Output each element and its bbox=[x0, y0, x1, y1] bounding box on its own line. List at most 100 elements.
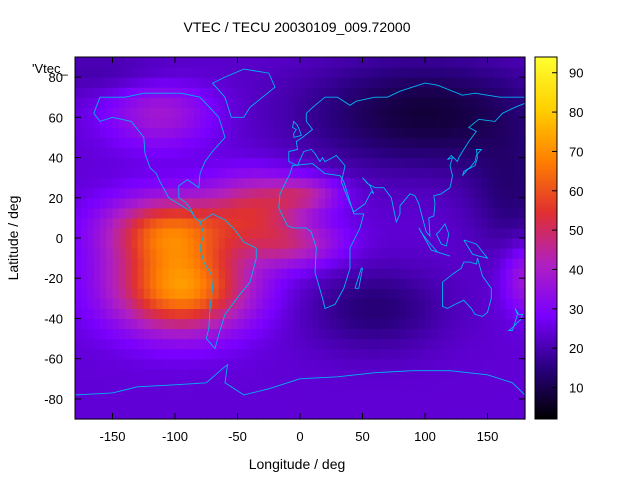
heatmap-cell bbox=[506, 197, 514, 209]
japan-coastline bbox=[462, 149, 483, 176]
heatmap-cell bbox=[193, 238, 201, 249]
heatmap-cell bbox=[306, 368, 314, 380]
heatmap-cell bbox=[125, 258, 132, 269]
heatmap-cell bbox=[93, 107, 101, 118]
heatmap-cell bbox=[400, 308, 407, 320]
heatmap-cell bbox=[331, 328, 339, 340]
heatmap-cell bbox=[250, 67, 257, 78]
heatmap-cell bbox=[100, 197, 107, 209]
heatmap-cell bbox=[325, 378, 332, 390]
heatmap-cell bbox=[468, 157, 476, 169]
heatmap-cell bbox=[150, 157, 157, 169]
heatmap-cell bbox=[493, 197, 501, 209]
heatmap-cell bbox=[306, 348, 314, 360]
heatmap-cell bbox=[493, 388, 501, 400]
heatmap-cell bbox=[250, 197, 257, 209]
heatmap-cell bbox=[412, 238, 420, 249]
heatmap-cell bbox=[506, 288, 514, 299]
heatmap-cell bbox=[137, 197, 145, 209]
heatmap-cell bbox=[93, 57, 101, 68]
heatmap-cell bbox=[387, 227, 395, 239]
heatmap-cell bbox=[181, 248, 189, 259]
heatmap-cell bbox=[512, 298, 520, 309]
heatmap-cell bbox=[287, 288, 295, 299]
heatmap-cell bbox=[512, 137, 520, 149]
heatmap-cell bbox=[437, 408, 445, 420]
heatmap-cell bbox=[162, 348, 170, 360]
heatmap-cell bbox=[106, 117, 114, 128]
heatmap-cell bbox=[337, 258, 345, 269]
heatmap-cell bbox=[518, 268, 526, 279]
heatmap-cell bbox=[387, 167, 395, 179]
coastline-overlay bbox=[74, 68, 526, 396]
heatmap-cell bbox=[393, 258, 401, 269]
heatmap-cell bbox=[325, 87, 332, 98]
heatmap-cell bbox=[443, 217, 451, 229]
heatmap-cell bbox=[393, 398, 401, 410]
heatmap-cell bbox=[293, 258, 301, 269]
heatmap-cell bbox=[381, 268, 389, 279]
heatmap-cell bbox=[212, 288, 220, 299]
heatmap-cell bbox=[306, 248, 314, 259]
heatmap-cell bbox=[275, 258, 282, 269]
heatmap-cell bbox=[325, 248, 332, 259]
heatmap-cell bbox=[306, 107, 314, 118]
heatmap-cell bbox=[431, 298, 439, 309]
heatmap-cell bbox=[443, 157, 451, 169]
heatmap-cell bbox=[493, 187, 501, 199]
heatmap-cell bbox=[400, 117, 407, 128]
heatmap-cell bbox=[331, 368, 339, 380]
heatmap-cell bbox=[75, 77, 82, 88]
colorbar-tick-label: 50 bbox=[569, 223, 583, 238]
heatmap-cell bbox=[300, 227, 307, 239]
heatmap-cell bbox=[518, 107, 526, 118]
heatmap-cell bbox=[350, 348, 357, 360]
heatmap-cell bbox=[487, 368, 495, 380]
heatmap-cell bbox=[150, 87, 157, 98]
heatmap-cell bbox=[175, 207, 182, 219]
heatmap-cell bbox=[425, 268, 432, 279]
heatmap-cell bbox=[381, 167, 389, 179]
heatmap-cell bbox=[300, 97, 307, 108]
heatmap-cell bbox=[137, 298, 145, 309]
heatmap-cell bbox=[262, 87, 270, 98]
heatmap-cell bbox=[187, 77, 195, 88]
heatmap-cell bbox=[262, 348, 270, 360]
heatmap-cell bbox=[112, 278, 120, 289]
heatmap-cell bbox=[418, 368, 426, 380]
heatmap-cell bbox=[175, 288, 182, 299]
heatmap-cell bbox=[375, 268, 382, 279]
heatmap-cell bbox=[162, 167, 170, 179]
heatmap-cell bbox=[487, 67, 495, 78]
heatmap-cell bbox=[231, 127, 239, 139]
heatmap-cell bbox=[306, 328, 314, 340]
heatmap-cell bbox=[306, 338, 314, 350]
heatmap-cell bbox=[368, 87, 376, 98]
heatmap-cell bbox=[475, 298, 482, 309]
heatmap-cell bbox=[425, 338, 432, 350]
x-axis-ticks: -150 -100 -50 0 50 100 150 bbox=[99, 57, 498, 444]
heatmap-cell bbox=[300, 338, 307, 350]
heatmap-cell bbox=[281, 408, 289, 420]
heatmap-cell bbox=[406, 258, 414, 269]
heatmap-cell bbox=[100, 238, 107, 249]
heatmap-cell bbox=[93, 167, 101, 179]
heatmap-cell bbox=[287, 137, 295, 149]
heatmap-cell bbox=[368, 207, 376, 219]
heatmap-cell bbox=[318, 338, 326, 350]
heatmap-cell bbox=[131, 67, 139, 78]
heatmap-cell bbox=[350, 308, 357, 320]
heatmap-cell bbox=[93, 368, 101, 380]
heatmap-cell bbox=[337, 268, 345, 279]
heatmap-cell bbox=[181, 147, 189, 159]
heatmap-cell bbox=[293, 77, 301, 88]
heatmap-cell bbox=[400, 217, 407, 229]
heatmap-cell bbox=[243, 258, 251, 269]
heatmap-cell bbox=[200, 107, 207, 118]
heatmap-cell bbox=[325, 117, 332, 128]
heatmap-cell bbox=[493, 77, 501, 88]
heatmap-cell bbox=[325, 147, 332, 159]
heatmap-cell bbox=[256, 378, 264, 390]
heatmap-cell bbox=[362, 338, 370, 350]
heatmap-cell bbox=[125, 217, 132, 229]
